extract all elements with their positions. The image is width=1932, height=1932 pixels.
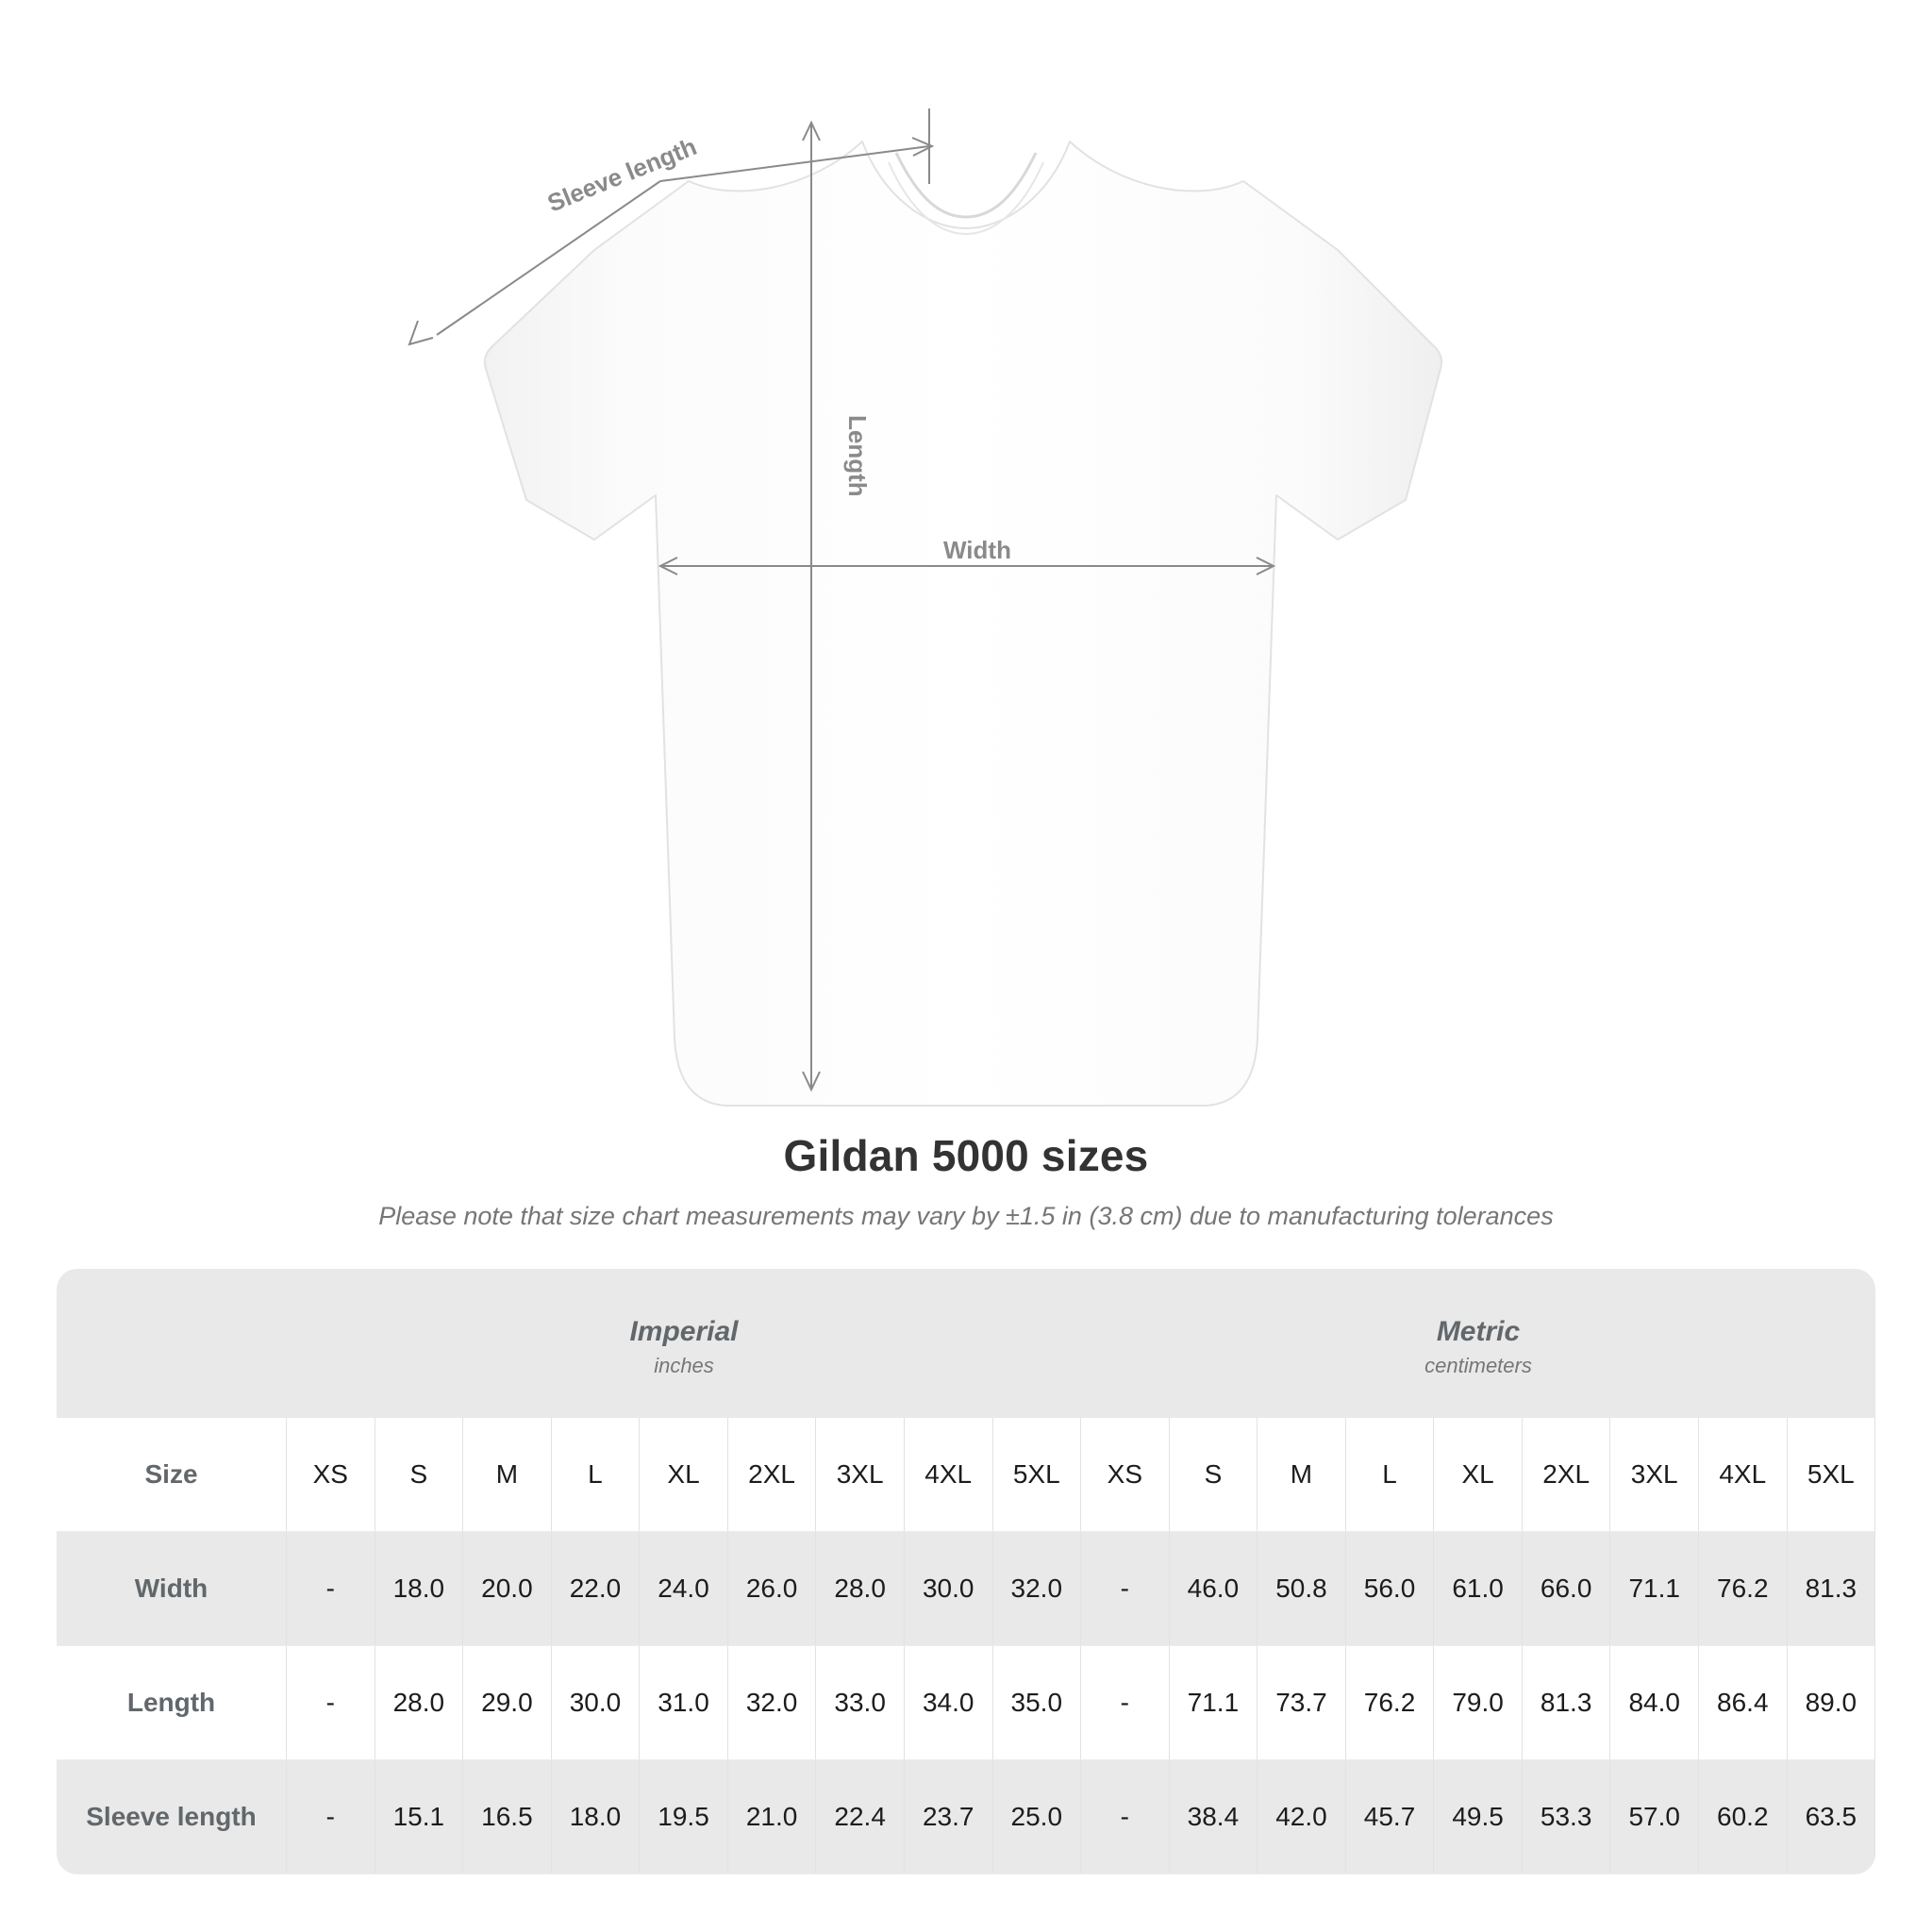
svg-text:Width: Width bbox=[943, 536, 1011, 564]
svg-text:Length: Length bbox=[843, 415, 872, 497]
